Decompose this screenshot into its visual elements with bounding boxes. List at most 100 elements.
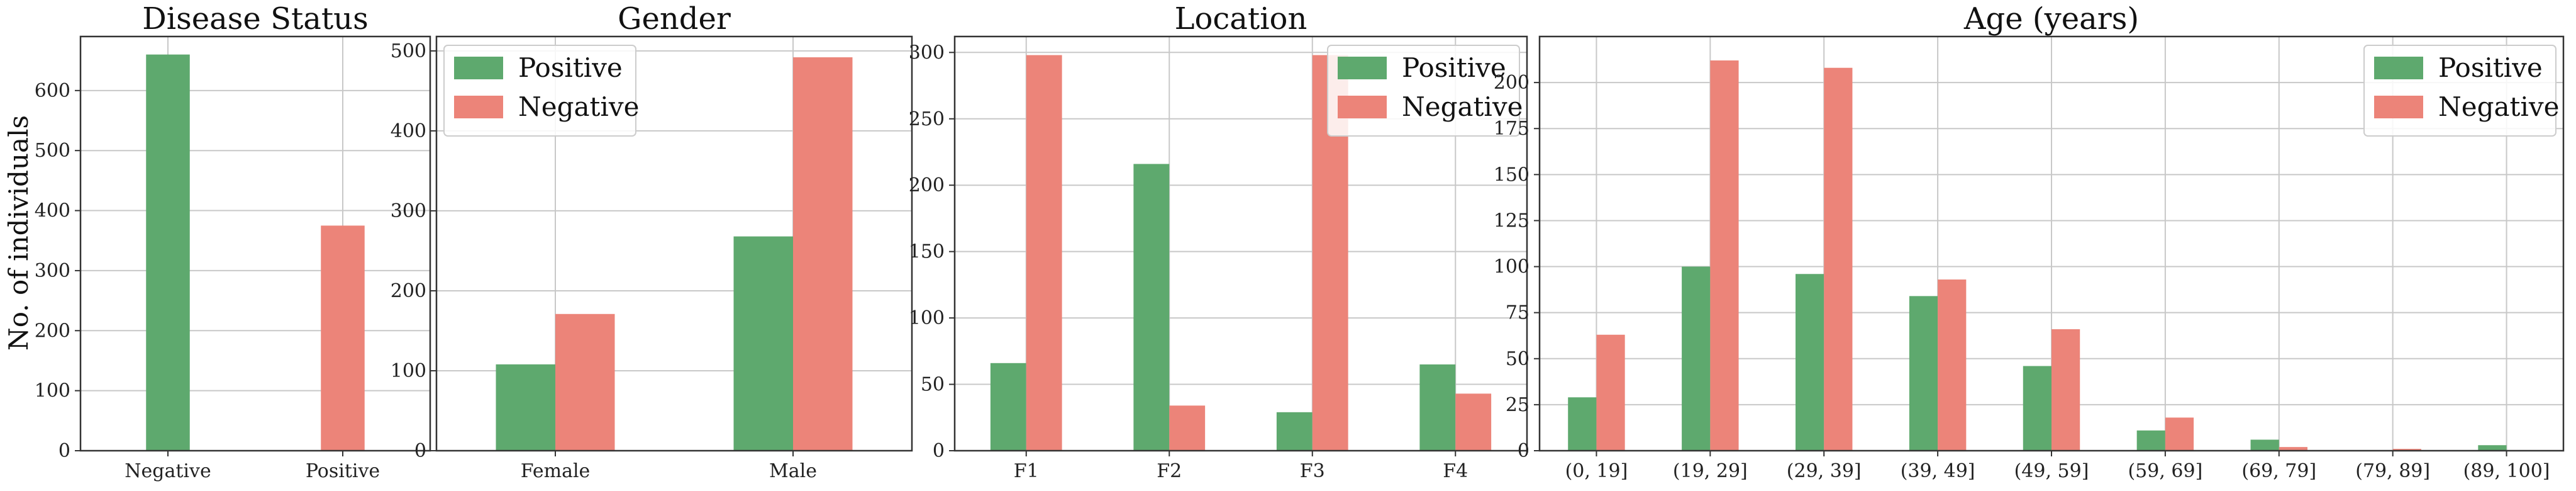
chart-2-xtick-label-f2: F2	[1157, 460, 1182, 482]
chart-1-panel: Gender 0 100 200 300 400 500 Female Male Positive…	[391, 1, 913, 482]
chart-3-ytick-label-4: 100	[1494, 256, 1530, 278]
chart-3-ytick-label-5: 125	[1494, 210, 1530, 232]
chart-2-bar-positive-f3	[1276, 412, 1313, 451]
chart-1-bar-positive-male	[733, 236, 793, 451]
chart-2-axes-frame	[953, 35, 1528, 452]
chart-3-ytick-label-6: 150	[1494, 164, 1530, 186]
chart-1-axes-frame	[435, 35, 913, 452]
chart-2-ytick-label-1: 50	[921, 374, 945, 396]
chart-2-ytick-label-6: 300	[909, 42, 945, 64]
y-axis-title: No. of individuals	[3, 115, 34, 351]
chart-0-axes-frame	[79, 35, 431, 452]
chart-3-bar-positive-89-100	[2478, 445, 2507, 451]
chart-1-ytick-label-3: 300	[391, 200, 426, 222]
chart-0-bar-series-0-negative	[146, 54, 190, 451]
chart-3-bar-negative-69-79	[2279, 447, 2307, 451]
chart-3-legend-swatch-negative	[2374, 96, 2423, 118]
chart-3-ytick-label-8: 200	[1494, 72, 1530, 94]
chart-3-panel: Age (years) 0 25 50 75 100 125 150 175 200 (0, 19]…	[1494, 1, 2565, 482]
chart-3-xtick-label-19-29: (19, 29]	[1673, 460, 1748, 482]
chart-0-ytick-label-5: 500	[35, 140, 70, 162]
chart-2-legend-label-negative: Negative	[1402, 91, 1523, 122]
chart-3-bar-negative-59-69	[2165, 417, 2194, 451]
chart-2-legend-label-positive: Positive	[1402, 52, 1506, 83]
chart-2-bar-negative-f4	[1455, 393, 1492, 451]
chart-2-ytick-label-2: 100	[909, 307, 945, 329]
chart-3-xtick-label-59-69: (59, 69]	[2128, 460, 2202, 482]
chart-3-bar-positive-0-19	[1568, 397, 1597, 451]
chart-3-legend: Positive Negative	[2363, 45, 2559, 137]
chart-1-bar-positive-female	[496, 364, 555, 451]
chart-2-ytick-label-0: 0	[933, 440, 945, 462]
chart-1-legend-label-negative: Negative	[518, 91, 639, 122]
chart-3-xtick-label-0-19: (0, 19]	[1565, 460, 1628, 482]
chart-0-ytick-label-6: 600	[35, 80, 70, 102]
chart-3-ytick-label-2: 50	[1506, 348, 1530, 370]
chart-0-bar-series-1-positive	[321, 225, 365, 451]
chart-3-bar-positive-59-69	[2136, 430, 2165, 451]
chart-1-ytick-label-0: 0	[414, 440, 426, 462]
chart-2-title: Location	[1175, 1, 1307, 37]
chart-1-legend-swatch-negative	[454, 96, 503, 118]
chart-2-bar-positive-f1	[990, 363, 1026, 451]
chart-1-legend-swatch-positive	[454, 57, 503, 79]
chart-3-xtick-label-39-49: (39, 49]	[1901, 460, 1975, 482]
chart-2-bar-positive-f2	[1133, 164, 1170, 451]
chart-0-ytick-label-1: 100	[35, 380, 70, 402]
chart-3-bar-negative-79-89	[2392, 449, 2421, 451]
chart-3-ytick-label-1: 25	[1506, 394, 1530, 416]
chart-3-bar-negative-19-29	[1710, 60, 1739, 451]
chart-3-legend-label-negative: Negative	[2438, 91, 2559, 122]
chart-1-ytick-label-5: 500	[391, 40, 426, 62]
chart-2-bar-positive-f4	[1419, 364, 1456, 451]
chart-2-ytick-label-3: 150	[909, 241, 945, 263]
chart-2-xtick-label-f4: F4	[1443, 460, 1468, 482]
chart-2-bar-negative-f1	[1026, 55, 1062, 451]
chart-0-ytick-label-0: 0	[58, 440, 70, 462]
chart-3-xtick-label-49-59: (49, 59]	[2014, 460, 2089, 482]
chart-0-xtick-label-negative: Negative	[125, 460, 211, 482]
chart-1-bar-negative-male	[793, 57, 853, 451]
chart-2-bar-negative-f2	[1169, 405, 1206, 451]
chart-1-xtick-label-female: Female	[521, 460, 591, 482]
chart-3-legend-label-positive: Positive	[2438, 52, 2543, 83]
chart-3-xtick-label-69-79: (69, 79]	[2241, 460, 2316, 482]
chart-2-xtick-label-f1: F1	[1014, 460, 1039, 482]
chart-1-bar-negative-female	[555, 313, 615, 451]
chart-3-bar-negative-49-59	[2051, 329, 2080, 451]
chart-3-bar-positive-39-49	[1909, 296, 1938, 451]
chart-1-ytick-label-4: 400	[391, 120, 426, 142]
chart-3-legend-swatch-positive	[2374, 57, 2423, 79]
chart-2-legend-swatch-positive	[1338, 57, 1387, 79]
chart-0-xtick-label-positive: Positive	[306, 460, 380, 482]
chart-2-ytick-label-4: 200	[909, 174, 945, 196]
chart-1-ytick-label-1: 100	[391, 360, 426, 382]
chart-1-legend: Positive Negative	[443, 45, 639, 137]
chart-0-panel: Disease Status 0 100 200 300 400 500 600 Negativ…	[35, 1, 431, 482]
chart-3-bar-negative-39-49	[1938, 279, 1967, 451]
chart-3-bar-positive-49-59	[2023, 366, 2051, 451]
chart-3-bar-positive-19-29	[1682, 266, 1711, 451]
chart-2-ytick-label-5: 250	[909, 108, 945, 130]
chart-2-legend-swatch-negative	[1338, 96, 1387, 118]
chart-3-ytick-label-0: 0	[1518, 440, 1530, 462]
chart-2-xtick-label-f3: F3	[1300, 460, 1325, 482]
chart-3-ytick-label-3: 75	[1506, 302, 1530, 324]
chart-3-bar-positive-69-79	[2250, 439, 2279, 451]
chart-3-bar-negative-0-19	[1596, 334, 1625, 451]
chart-2-legend: Positive Negative	[1327, 45, 1523, 137]
chart-3-xtick-label-79-89: (79, 89]	[2355, 460, 2430, 482]
chart-3-bar-positive-29-39	[1796, 274, 1824, 451]
chart-0-ytick-label-4: 400	[35, 200, 70, 222]
chart-3-bar-negative-29-39	[1824, 67, 1853, 451]
chart-3-ytick-label-7: 175	[1494, 118, 1530, 140]
chart-1-ytick-label-2: 200	[391, 280, 426, 302]
chart-panels: Disease Status0100200300400500600Negativ…	[35, 1, 2565, 482]
chart-1-legend-label-positive: Positive	[518, 52, 623, 83]
chart-3-xtick-label-29-39: (29, 39]	[1787, 460, 1862, 482]
chart-0-title: Disease Status	[142, 1, 368, 37]
chart-1-title: Gender	[618, 1, 731, 37]
chart-0-ytick-label-2: 200	[35, 320, 70, 342]
